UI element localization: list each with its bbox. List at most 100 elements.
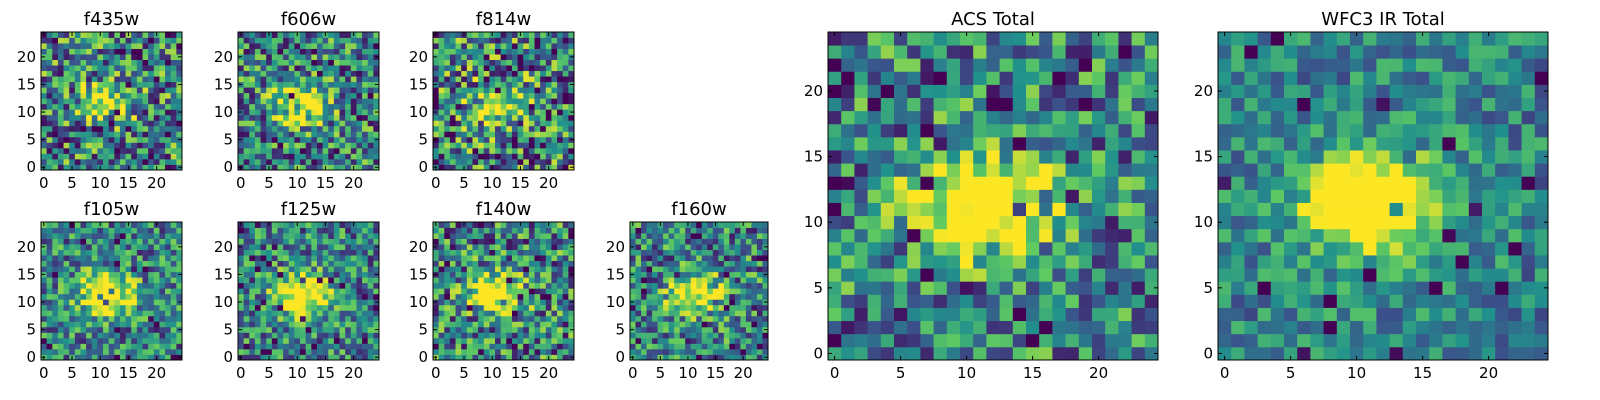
heatmap-cell <box>438 277 445 284</box>
heatmap-cell <box>316 48 323 55</box>
heatmap-cell <box>449 65 456 72</box>
heatmap-cell <box>668 304 675 311</box>
heatmap-cell <box>478 54 485 60</box>
heatmap-cell <box>350 158 357 165</box>
heatmap-cell <box>41 293 48 300</box>
heatmap-cell <box>243 70 250 77</box>
heatmap-cell <box>483 271 490 278</box>
heatmap-cell <box>97 43 104 49</box>
heatmap-cell <box>635 332 642 339</box>
heatmap-cell <box>562 98 569 105</box>
heatmap-cell <box>701 260 708 267</box>
heatmap-cell <box>641 222 647 228</box>
heatmap-cell <box>52 120 59 127</box>
heatmap-cell <box>333 315 340 322</box>
heatmap-cell <box>266 233 273 239</box>
heatmap-cell <box>165 65 172 72</box>
heatmap-cell <box>472 321 479 328</box>
heatmap-cell <box>345 98 352 105</box>
heatmap-cell <box>517 315 524 322</box>
heatmap-cell <box>551 48 558 55</box>
heatmap-cell <box>339 266 346 273</box>
heatmap-cell <box>489 337 496 344</box>
heatmap-cell <box>466 125 473 132</box>
heatmap-cell <box>828 150 842 164</box>
heatmap-cell <box>243 271 250 278</box>
heatmap-cell <box>153 288 160 295</box>
heatmap-cell <box>562 266 569 273</box>
heatmap-cell <box>734 266 741 273</box>
heatmap-cell <box>80 81 87 88</box>
heatmap-cell <box>433 153 440 160</box>
heatmap-cell <box>114 271 121 278</box>
heatmap-cell <box>328 337 335 344</box>
heatmap-cell <box>356 125 363 132</box>
heatmap-cell <box>249 125 256 132</box>
heatmap-cell <box>159 103 166 110</box>
heatmap-cell <box>540 87 547 94</box>
heatmap-cell <box>249 70 256 77</box>
heatmap-cell <box>271 153 278 160</box>
heatmap-cell <box>635 233 642 239</box>
heatmap-cell <box>142 332 149 339</box>
heatmap-cell <box>103 153 110 160</box>
heatmap-cell <box>103 114 110 121</box>
heatmap-cell <box>562 227 569 234</box>
heatmap-cell <box>455 315 462 322</box>
heatmap-cell <box>86 109 93 116</box>
heatmap-cell <box>751 288 758 295</box>
heatmap-cell <box>523 158 530 165</box>
heatmap-cell <box>97 266 104 273</box>
heatmap-cell <box>238 37 245 44</box>
heatmap-cell <box>740 255 747 262</box>
heatmap-cell <box>701 354 708 361</box>
heatmap-cell <box>545 65 552 72</box>
heatmap-cell <box>170 103 177 110</box>
heatmap-cell <box>356 332 363 339</box>
heatmap-cell <box>723 310 730 317</box>
heatmap-cell <box>350 233 357 239</box>
heatmap-cell <box>322 70 329 77</box>
heatmap-cell <box>540 266 547 273</box>
heatmap-cell <box>540 299 547 306</box>
heatmap-cell <box>86 81 93 88</box>
heatmap-cell <box>316 158 323 165</box>
heatmap-cell <box>449 70 456 77</box>
heatmap-cell <box>751 310 758 317</box>
heatmap-cell <box>745 293 752 300</box>
heatmap-cell <box>455 153 462 160</box>
heatmap-cell <box>472 92 479 99</box>
heatmap-cell <box>294 227 301 234</box>
heatmap-cell <box>300 326 307 333</box>
heatmap-cell <box>751 326 758 333</box>
x-tick-label: 5 <box>459 174 469 192</box>
heatmap-cell <box>718 282 725 289</box>
heatmap-cell <box>345 54 352 60</box>
heatmap-cell <box>288 266 295 273</box>
heatmap-cell <box>734 255 741 262</box>
heatmap-cell <box>528 332 535 339</box>
heatmap-cell <box>131 337 138 344</box>
heatmap-cell <box>701 288 708 295</box>
heatmap-cell <box>734 310 741 317</box>
heatmap-cell <box>854 268 868 282</box>
heatmap-cell <box>1026 163 1040 177</box>
heatmap-cell <box>723 337 730 344</box>
heatmap-cell <box>1092 294 1106 308</box>
panel-title: f160w <box>671 199 726 220</box>
heatmap-cell <box>690 310 697 317</box>
heatmap-cell <box>557 92 564 99</box>
heatmap-cell <box>528 81 535 88</box>
heatmap-cell <box>311 98 318 105</box>
heatmap-cell <box>153 48 160 55</box>
heatmap-cell <box>489 288 496 295</box>
heatmap-cell <box>745 348 752 355</box>
heatmap-cell <box>489 321 496 328</box>
heatmap-cell <box>322 81 329 88</box>
heatmap-cell <box>311 299 318 306</box>
heatmap-cell <box>500 43 507 49</box>
heatmap-cell <box>114 54 121 60</box>
heatmap-cell <box>444 282 451 289</box>
heatmap-cell <box>108 238 115 245</box>
heatmap-cell <box>511 238 518 245</box>
